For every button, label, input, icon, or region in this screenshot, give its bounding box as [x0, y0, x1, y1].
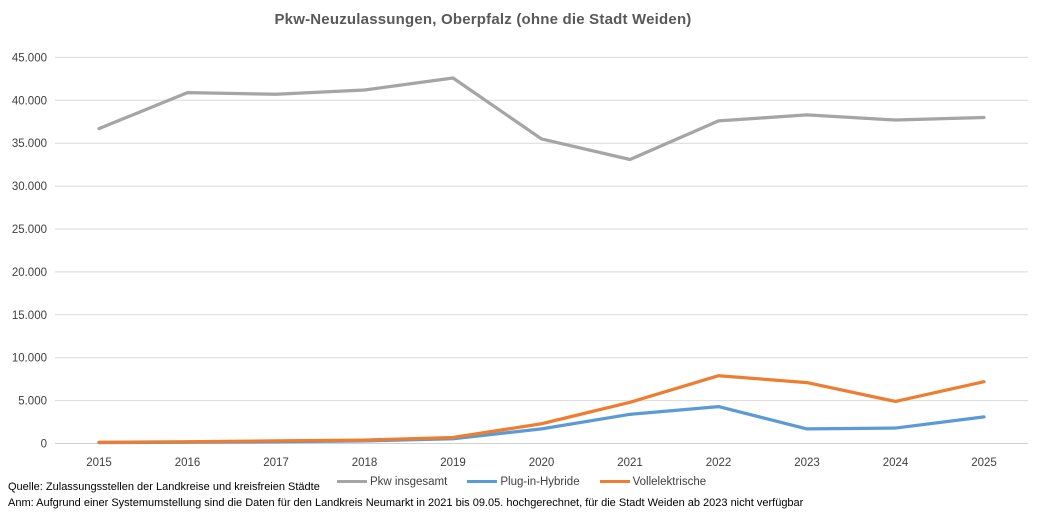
legend-label: Vollelektrische — [632, 475, 707, 488]
x-tick-label: 2021 — [617, 457, 643, 469]
y-tick-label: 45.000 — [12, 52, 47, 64]
chart-title: Pkw-Neuzulassungen, Oberpfalz (ohne die … — [274, 11, 692, 28]
series-line-vollelektrische — [97, 374, 986, 444]
source-note: Quelle: Zulassungsstellen der Landkreise… — [8, 481, 320, 493]
annotation-note: Anm: Aufgrund einer Systemumstellung sin… — [8, 497, 804, 509]
series-line-pkw-insgesamt — [97, 76, 986, 162]
x-tick-label: 2017 — [263, 457, 289, 469]
x-tick-label: 2015 — [86, 457, 112, 469]
legend-label: Plug-in-Hybride — [500, 475, 580, 488]
x-tick-label: 2019 — [440, 457, 466, 469]
y-tick-label: 20.000 — [12, 267, 47, 279]
y-tick-label: 30.000 — [12, 181, 47, 193]
y-tick-label: 5.000 — [18, 396, 47, 408]
y-tick-label: 0 — [41, 439, 47, 451]
y-tick-label: 10.000 — [12, 353, 47, 365]
chart-footer: Quelle: Zulassungsstellen der Landkreise… — [8, 479, 1043, 511]
x-tick-label: 2023 — [794, 457, 820, 469]
legend-line-swatch — [467, 480, 498, 483]
x-tick-label: 2024 — [883, 457, 909, 469]
legend-label: Pkw insgesamt — [370, 475, 448, 488]
legend-item: Plug-in-Hybride — [467, 475, 580, 488]
y-tick-label: 25.000 — [12, 224, 47, 236]
y-tick-label: 15.000 — [12, 310, 47, 322]
chart-legend: Pkw insgesamt Plug-in-Hybride Vollelektris… — [337, 474, 706, 489]
x-tick-label: 2022 — [706, 457, 732, 469]
x-tick-label: 2025 — [971, 457, 997, 469]
y-tick-label: 40.000 — [12, 95, 47, 107]
legend-line-swatch — [337, 480, 367, 483]
legend-item: Vollelektrische — [599, 475, 707, 488]
x-tick-label: 2018 — [352, 457, 378, 469]
legend-item: Pkw insgesamt — [337, 476, 447, 488]
y-tick-label: 35.000 — [12, 138, 47, 150]
legend-line-swatch — [599, 480, 630, 483]
x-tick-label: 2020 — [529, 457, 555, 469]
x-tick-label: 2016 — [175, 457, 201, 469]
